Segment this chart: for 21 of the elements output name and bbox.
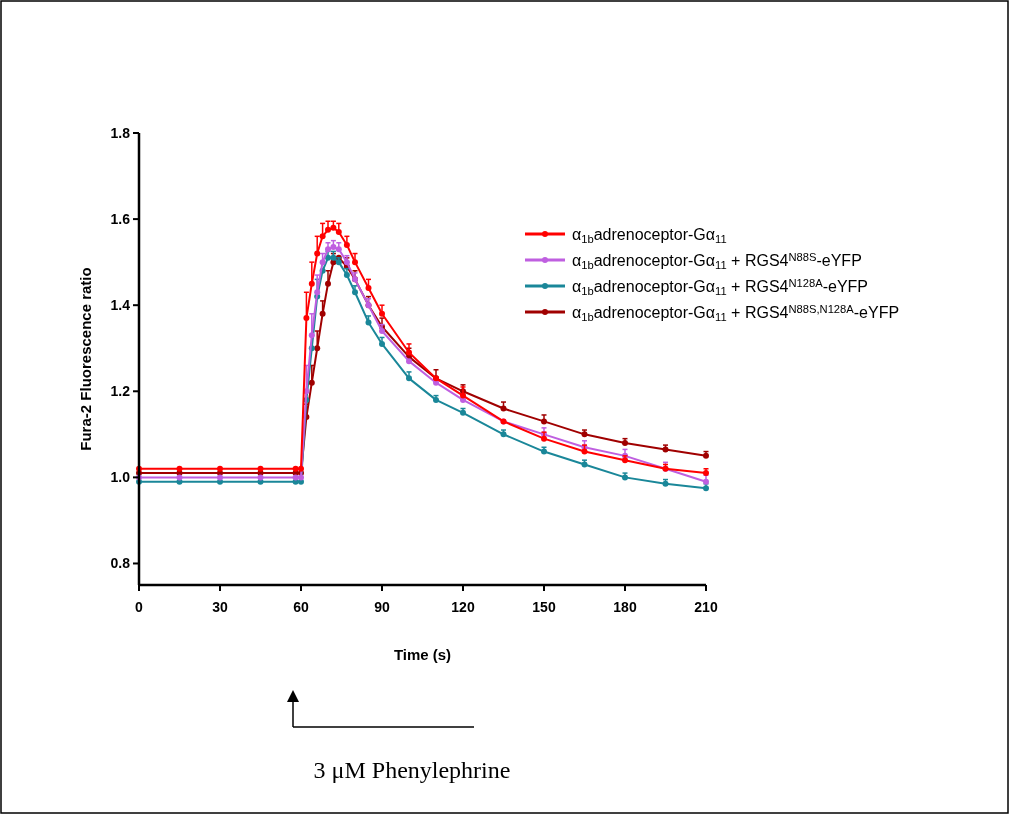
x-tick-label: 0	[135, 599, 144, 615]
y-axis-title: Fura-2 Fluorescence ratio	[77, 267, 94, 451]
x-tick-label: 30	[212, 599, 228, 615]
y-tick-label: 1.0	[110, 469, 131, 486]
y-tick-label: 1.6	[110, 211, 131, 228]
legend-label: α$_{1b}$adrenoceptor-Gα$_{11}$ + RGS4$^{N88S,N128A}$-eYFP	[572, 303, 900, 323]
x-axis-title: Time (s)	[393, 646, 452, 663]
y-tick-label: 0.8	[110, 555, 131, 572]
y-tick-label: 1.2	[110, 383, 131, 400]
x-tick-label: 90	[374, 599, 390, 615]
legend-label: α$_{1b}$adrenoceptor-Gα$_{11}$	[572, 226, 727, 245]
legend-label: α$_{1b}$adrenoceptor-Gα$_{11}$ + RGS4$^{N128A}$-eYFP	[572, 277, 869, 297]
y-tick-label: 1.4	[110, 297, 131, 314]
x-tick-label: 180	[613, 599, 637, 615]
x-tick-label: 120	[451, 599, 475, 615]
x-tick-label: 210	[694, 599, 718, 615]
text: 3 μM Phenylephrine	[313, 757, 511, 783]
x-tick-label: 150	[532, 599, 556, 615]
y-tick-label: 1.8	[110, 125, 131, 141]
x-tick-label: 60	[293, 599, 309, 615]
legend-label: α$_{1b}$adrenoceptor-Gα$_{11}$ + RGS4$^{N88S}$-eYFP	[572, 251, 862, 271]
